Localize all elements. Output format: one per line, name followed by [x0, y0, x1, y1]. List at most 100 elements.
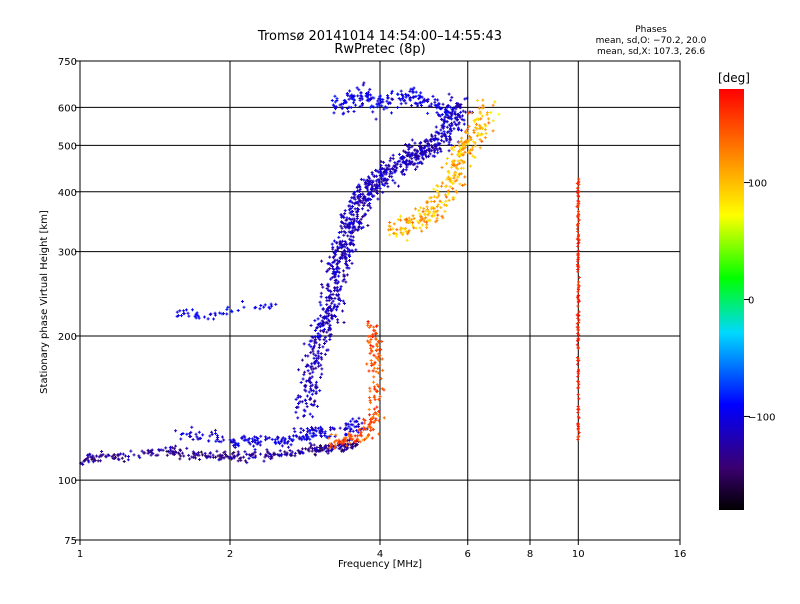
data-point	[164, 446, 168, 450]
data-point	[406, 144, 410, 148]
data-point	[319, 295, 323, 299]
data-point	[416, 161, 420, 165]
data-point	[359, 226, 363, 230]
data-point	[297, 451, 301, 455]
data-point	[346, 110, 350, 114]
data-point	[576, 345, 580, 349]
data-point	[121, 452, 125, 456]
data-point	[323, 341, 327, 345]
data-point	[404, 229, 408, 233]
data-point	[430, 205, 434, 209]
data-point	[253, 438, 257, 442]
data-point	[329, 277, 333, 281]
data-point	[307, 449, 311, 453]
data-point	[249, 454, 253, 458]
data-point	[357, 226, 361, 230]
data-point	[351, 423, 355, 427]
data-point	[325, 348, 329, 352]
data-point	[407, 230, 411, 234]
data-point	[425, 205, 429, 209]
data-point	[320, 259, 324, 263]
data-point	[360, 215, 364, 219]
data-point	[457, 173, 461, 177]
data-point	[380, 340, 384, 344]
data-point	[453, 145, 457, 149]
data-point	[370, 171, 374, 175]
data-point	[325, 330, 329, 334]
data-point	[357, 203, 361, 207]
data-point	[428, 152, 432, 156]
data-point	[300, 447, 304, 451]
data-point	[332, 104, 336, 108]
data-point	[457, 121, 461, 125]
data-point	[334, 433, 338, 437]
data-point	[181, 431, 185, 435]
data-point	[422, 151, 426, 155]
data-point	[319, 432, 323, 436]
data-point	[326, 451, 330, 455]
data-point	[340, 254, 344, 258]
data-point	[328, 255, 332, 259]
data-point	[426, 111, 430, 115]
data-point	[314, 426, 318, 430]
data-point	[232, 439, 236, 443]
data-point	[349, 234, 353, 238]
data-point	[426, 141, 430, 145]
data-point	[299, 430, 303, 434]
data-point	[143, 451, 147, 455]
data-point	[348, 250, 352, 254]
data-point	[448, 128, 452, 132]
data-point	[461, 147, 465, 151]
data-point	[413, 207, 417, 211]
data-point	[576, 252, 580, 256]
data-point	[420, 95, 424, 99]
data-point	[331, 292, 335, 296]
data-point	[423, 144, 427, 148]
data-point	[371, 380, 375, 384]
data-point	[341, 299, 345, 303]
data-point	[379, 377, 383, 381]
data-point	[377, 348, 381, 352]
data-point	[373, 387, 377, 391]
data-point	[337, 274, 341, 278]
data-point	[471, 145, 475, 149]
data-point	[302, 342, 306, 346]
data-point	[341, 239, 345, 243]
data-point	[418, 226, 422, 230]
data-point	[367, 99, 371, 103]
data-point	[375, 324, 379, 328]
data-point	[417, 221, 421, 225]
data-point	[576, 224, 580, 228]
data-point	[193, 314, 197, 318]
data-point	[374, 336, 378, 340]
data-point	[321, 307, 325, 311]
data-point	[308, 397, 312, 401]
data-point	[455, 118, 459, 122]
data-point	[313, 337, 317, 341]
data-point	[363, 213, 367, 217]
data-point	[351, 217, 355, 221]
data-point	[414, 158, 418, 162]
data-point	[450, 163, 454, 167]
data-point	[236, 452, 240, 456]
data-point	[440, 134, 444, 138]
data-point	[276, 440, 280, 444]
data-point	[575, 343, 579, 347]
data-point	[245, 461, 249, 465]
data-point	[369, 346, 373, 350]
data-point	[461, 153, 465, 157]
data-point	[337, 440, 341, 444]
data-point	[489, 111, 493, 115]
data-point	[393, 165, 397, 169]
data-point	[258, 307, 262, 311]
data-point	[576, 294, 580, 298]
data-point	[197, 451, 201, 455]
data-point	[349, 427, 353, 431]
data-point	[354, 443, 358, 447]
data-point	[280, 437, 284, 441]
data-point	[318, 448, 322, 452]
data-point	[356, 210, 360, 214]
data-point	[311, 415, 315, 419]
data-point	[460, 136, 464, 140]
data-point	[428, 210, 432, 214]
